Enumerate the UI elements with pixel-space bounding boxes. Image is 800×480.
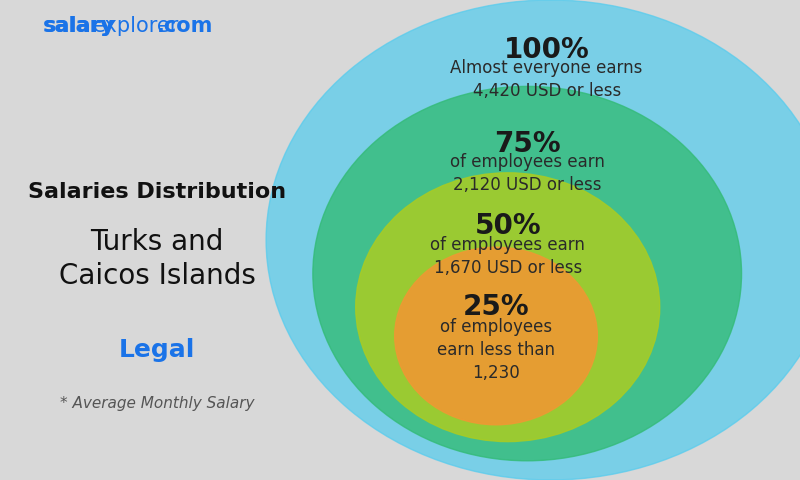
- Text: of employees
earn less than
1,230: of employees earn less than 1,230: [437, 319, 555, 382]
- Text: Almost everyone earns
4,420 USD or less: Almost everyone earns 4,420 USD or less: [450, 59, 643, 100]
- Text: Legal: Legal: [118, 338, 195, 362]
- Text: Turks and
Caicos Islands: Turks and Caicos Islands: [58, 228, 255, 290]
- Text: of employees earn
1,670 USD or less: of employees earn 1,670 USD or less: [430, 236, 585, 277]
- Text: .com: .com: [157, 16, 214, 36]
- Text: salary: salary: [44, 16, 115, 36]
- Text: salary: salary: [42, 16, 114, 36]
- Text: 75%: 75%: [494, 130, 561, 158]
- Ellipse shape: [356, 173, 660, 442]
- Ellipse shape: [266, 0, 800, 480]
- Text: 25%: 25%: [462, 293, 530, 321]
- Ellipse shape: [394, 247, 598, 425]
- Text: * Average Monthly Salary: * Average Monthly Salary: [60, 396, 254, 411]
- Text: Salaries Distribution: Salaries Distribution: [28, 182, 286, 202]
- Ellipse shape: [313, 86, 742, 461]
- Text: 100%: 100%: [504, 36, 590, 64]
- Text: 50%: 50%: [474, 212, 541, 240]
- Text: explorer: explorer: [93, 16, 179, 36]
- Text: of employees earn
2,120 USD or less: of employees earn 2,120 USD or less: [450, 153, 605, 194]
